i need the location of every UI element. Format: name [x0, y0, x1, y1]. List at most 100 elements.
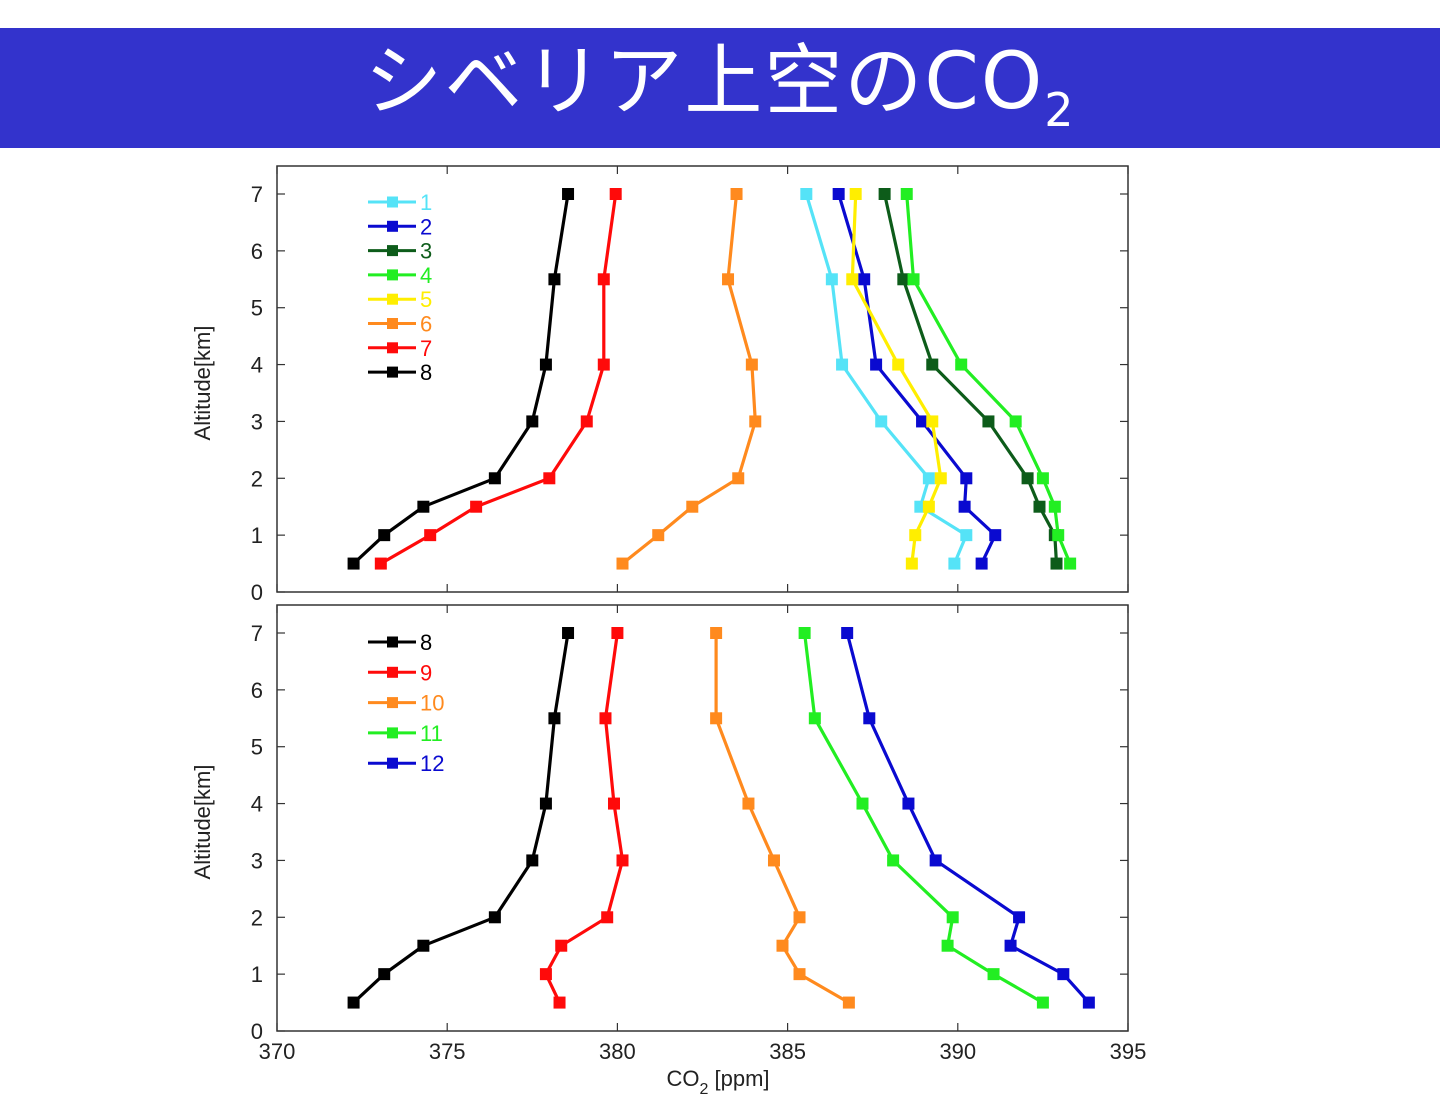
x-tick-label: 395: [1110, 1039, 1147, 1064]
data-point-marker: [926, 358, 939, 371]
data-point-marker: [897, 273, 910, 286]
data-point-marker: [526, 854, 539, 867]
data-point-marker: [722, 273, 735, 286]
x-axis-title: CO2 [ppm]: [666, 1066, 769, 1098]
data-point-marker: [488, 472, 501, 485]
data-point-marker: [989, 529, 1002, 542]
data-point-marker: [887, 854, 900, 867]
data-point-marker: [1021, 472, 1034, 485]
data-point-marker: [960, 529, 973, 542]
data-point-marker: [793, 911, 806, 924]
series-8: [347, 627, 575, 1009]
legend: 8 9 10 11 12: [368, 630, 444, 776]
data-point-marker: [539, 358, 552, 371]
series-6: [616, 188, 762, 570]
data-point-marker: [710, 712, 723, 725]
data-point-marker: [841, 627, 854, 639]
slide-title-main: シベリア上空のCO: [364, 37, 1045, 127]
data-point-marker: [946, 911, 959, 924]
series-9: [539, 627, 629, 1009]
legend-label: 10: [420, 691, 444, 716]
data-point-marker: [902, 797, 915, 810]
legend-item-6: 6: [368, 312, 432, 337]
data-point-marker: [599, 712, 612, 725]
data-point-marker: [798, 627, 811, 639]
data-point-marker: [553, 996, 566, 1009]
legend-label: 8: [420, 630, 432, 655]
y-tick-label: 7: [251, 182, 263, 207]
series-12: [841, 627, 1095, 1009]
data-point-marker: [543, 472, 556, 485]
series-8: [347, 188, 575, 570]
data-point-marker: [849, 188, 862, 200]
y-tick-label: 1: [251, 962, 263, 987]
data-point-marker: [800, 188, 813, 200]
data-point-marker: [1013, 911, 1026, 924]
legend-item-1: 1: [368, 190, 432, 215]
y-tick-label: 3: [251, 409, 263, 434]
data-point-marker: [907, 273, 920, 286]
series-2: [832, 188, 1002, 570]
data-point-marker: [975, 557, 988, 570]
y-tick-label: 6: [251, 678, 263, 703]
data-point-marker: [347, 996, 360, 1009]
data-point-marker: [1036, 996, 1049, 1009]
data-point-marker: [793, 968, 806, 981]
legend-label: 11: [420, 721, 443, 746]
data-point-marker: [1033, 500, 1046, 513]
y-tick-label: 4: [251, 792, 263, 817]
data-point-marker: [808, 712, 821, 725]
data-point-marker: [374, 557, 387, 570]
data-point-marker: [749, 415, 762, 428]
legend-label: 2: [420, 214, 432, 239]
data-point-marker: [607, 797, 620, 810]
data-point-marker: [732, 472, 745, 485]
y-tick-label: 7: [251, 621, 263, 646]
data-point-marker: [347, 557, 360, 570]
data-point-marker: [916, 415, 929, 428]
slide-title-bar: シベリア上空のCO2: [0, 28, 1440, 148]
data-point-marker: [597, 273, 610, 286]
data-point-marker: [842, 996, 855, 1009]
data-point-marker: [616, 854, 629, 867]
legend-label: 4: [420, 263, 432, 288]
data-point-marker: [832, 188, 845, 200]
x-tick-label: 385: [769, 1039, 806, 1064]
y-tick-label: 1: [251, 523, 263, 548]
slide-title: シベリア上空のCO2: [364, 43, 1075, 133]
y-tick-label: 0: [251, 580, 263, 605]
legend-item-3: 3: [368, 239, 432, 264]
series-5: [846, 188, 947, 570]
data-point-marker: [539, 797, 552, 810]
x-tick-label: 375: [429, 1039, 466, 1064]
y-tick-label: 0: [251, 1019, 263, 1044]
y-tick-label: 2: [251, 466, 263, 491]
data-point-marker: [929, 854, 942, 867]
data-point-marker: [539, 968, 552, 981]
y-tick-label: 4: [251, 353, 263, 378]
data-point-marker: [960, 472, 973, 485]
data-point-marker: [926, 415, 939, 428]
data-point-marker: [548, 273, 561, 286]
data-point-marker: [767, 854, 780, 867]
data-point-marker: [863, 712, 876, 725]
data-point-marker: [870, 358, 883, 371]
x-tick-label: 380: [599, 1039, 636, 1064]
legend-item-11: 11: [368, 721, 443, 746]
legend-item-5: 5: [368, 287, 432, 312]
data-point-marker: [1082, 996, 1095, 1009]
legend-label: 1: [420, 190, 432, 215]
y-tick-label: 3: [251, 848, 263, 873]
y-axis-title: Altitude[km]: [190, 326, 215, 441]
data-point-marker: [601, 911, 614, 924]
y-tick-label: 2: [251, 905, 263, 930]
y-tick-label: 5: [251, 735, 263, 760]
legend-item-12: 12: [368, 751, 444, 776]
data-point-marker: [858, 273, 871, 286]
legend-label: 5: [420, 287, 432, 312]
data-point-marker: [1064, 557, 1077, 570]
series-11: [798, 627, 1049, 1009]
data-point-marker: [611, 627, 624, 639]
legend-item-2: 2: [368, 214, 432, 239]
